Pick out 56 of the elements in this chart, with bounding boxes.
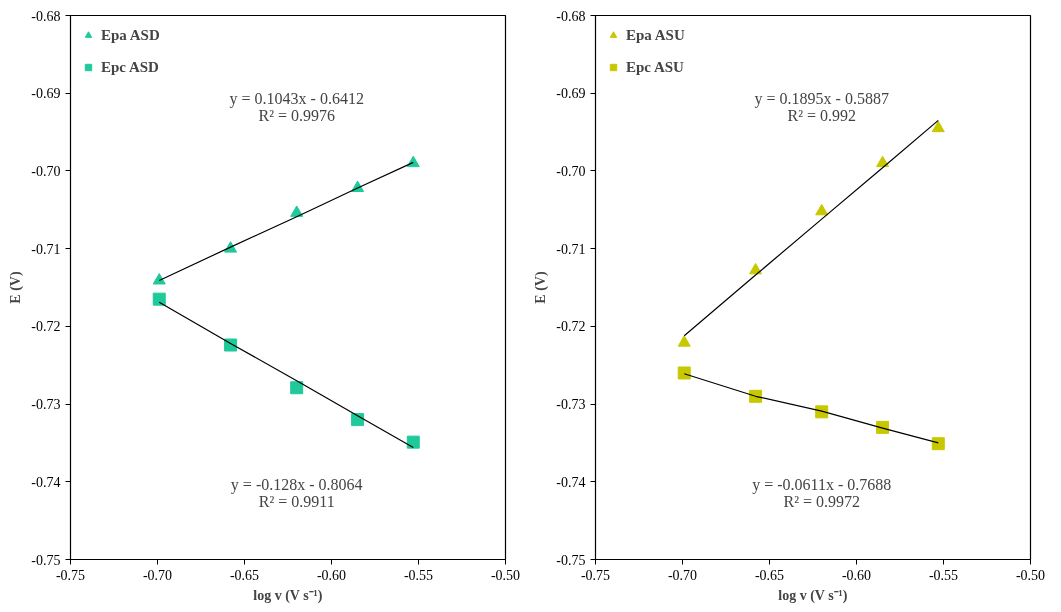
x-tick-label: -0.75 [55,567,86,583]
x-axis-title: log v (V s⁻¹) [253,587,323,604]
annotation: y = -0.128x - 0.8064 [230,476,363,495]
point [290,381,304,395]
point [677,366,691,380]
x-tick-label: -0.50 [1015,567,1046,583]
point [815,203,829,216]
annotation: y = 0.1043x - 0.6412 [229,90,364,109]
x-tick-label: -0.55 [403,567,434,583]
annotation: R² = 0.9911 [258,492,335,510]
annotation: R² = 0.992 [787,106,856,124]
y-tick-label: -0.73 [31,397,61,413]
y-tick-label: -0.70 [556,163,586,179]
x-tick-label: -0.75 [580,567,611,583]
point [931,120,945,133]
point [152,292,166,306]
x-tick-label: -0.65 [229,567,260,583]
y-tick-label: -0.75 [31,552,61,568]
x-tick-label: -0.70 [142,567,173,583]
y-tick-label: -0.72 [31,319,61,335]
y-tick-label: -0.71 [31,241,61,257]
x-axis-title: log v (V s⁻¹) [778,587,848,604]
annotation: R² = 0.9972 [783,492,860,510]
point [677,335,691,347]
y-tick-label: -0.69 [556,86,586,102]
x-tick-label: -0.70 [667,567,698,583]
y-tick-label: -0.73 [556,397,586,413]
legend-label: Epc ASU [626,58,684,76]
annotation: y = -0.0611x - 0.7688 [752,476,892,495]
point [406,435,420,449]
point [290,205,304,217]
annotation: R² = 0.9976 [258,106,335,124]
point [749,262,763,275]
x-tick-label: -0.65 [754,567,785,583]
y-axis-title: E (V) [533,271,550,304]
y-tick-label: -0.75 [556,552,586,568]
x-tick-label: -0.55 [928,567,959,583]
y-tick-label: -0.70 [31,163,61,179]
y-tick-label: -0.71 [556,241,586,257]
y-axis-title: E (V) [8,271,25,304]
legend-label: Epa ASU [626,26,685,44]
y-tick-label: -0.68 [556,8,586,24]
point [931,437,945,451]
x-tick-label: -0.60 [841,567,872,583]
y-tick-label: -0.69 [31,86,61,102]
y-tick-label: -0.72 [556,319,586,335]
legend-label: Epc ASD [101,58,159,76]
legend-label: Epa ASD [101,26,160,44]
y-tick-label: -0.74 [31,474,61,490]
y-tick-label: -0.74 [556,474,586,490]
x-tick-label: -0.50 [490,567,521,583]
y-tick-label: -0.68 [31,8,61,24]
annotation: y = 0.1895x - 0.5887 [754,90,889,109]
x-tick-label: -0.60 [316,567,347,583]
point [876,155,890,168]
point [152,273,166,285]
